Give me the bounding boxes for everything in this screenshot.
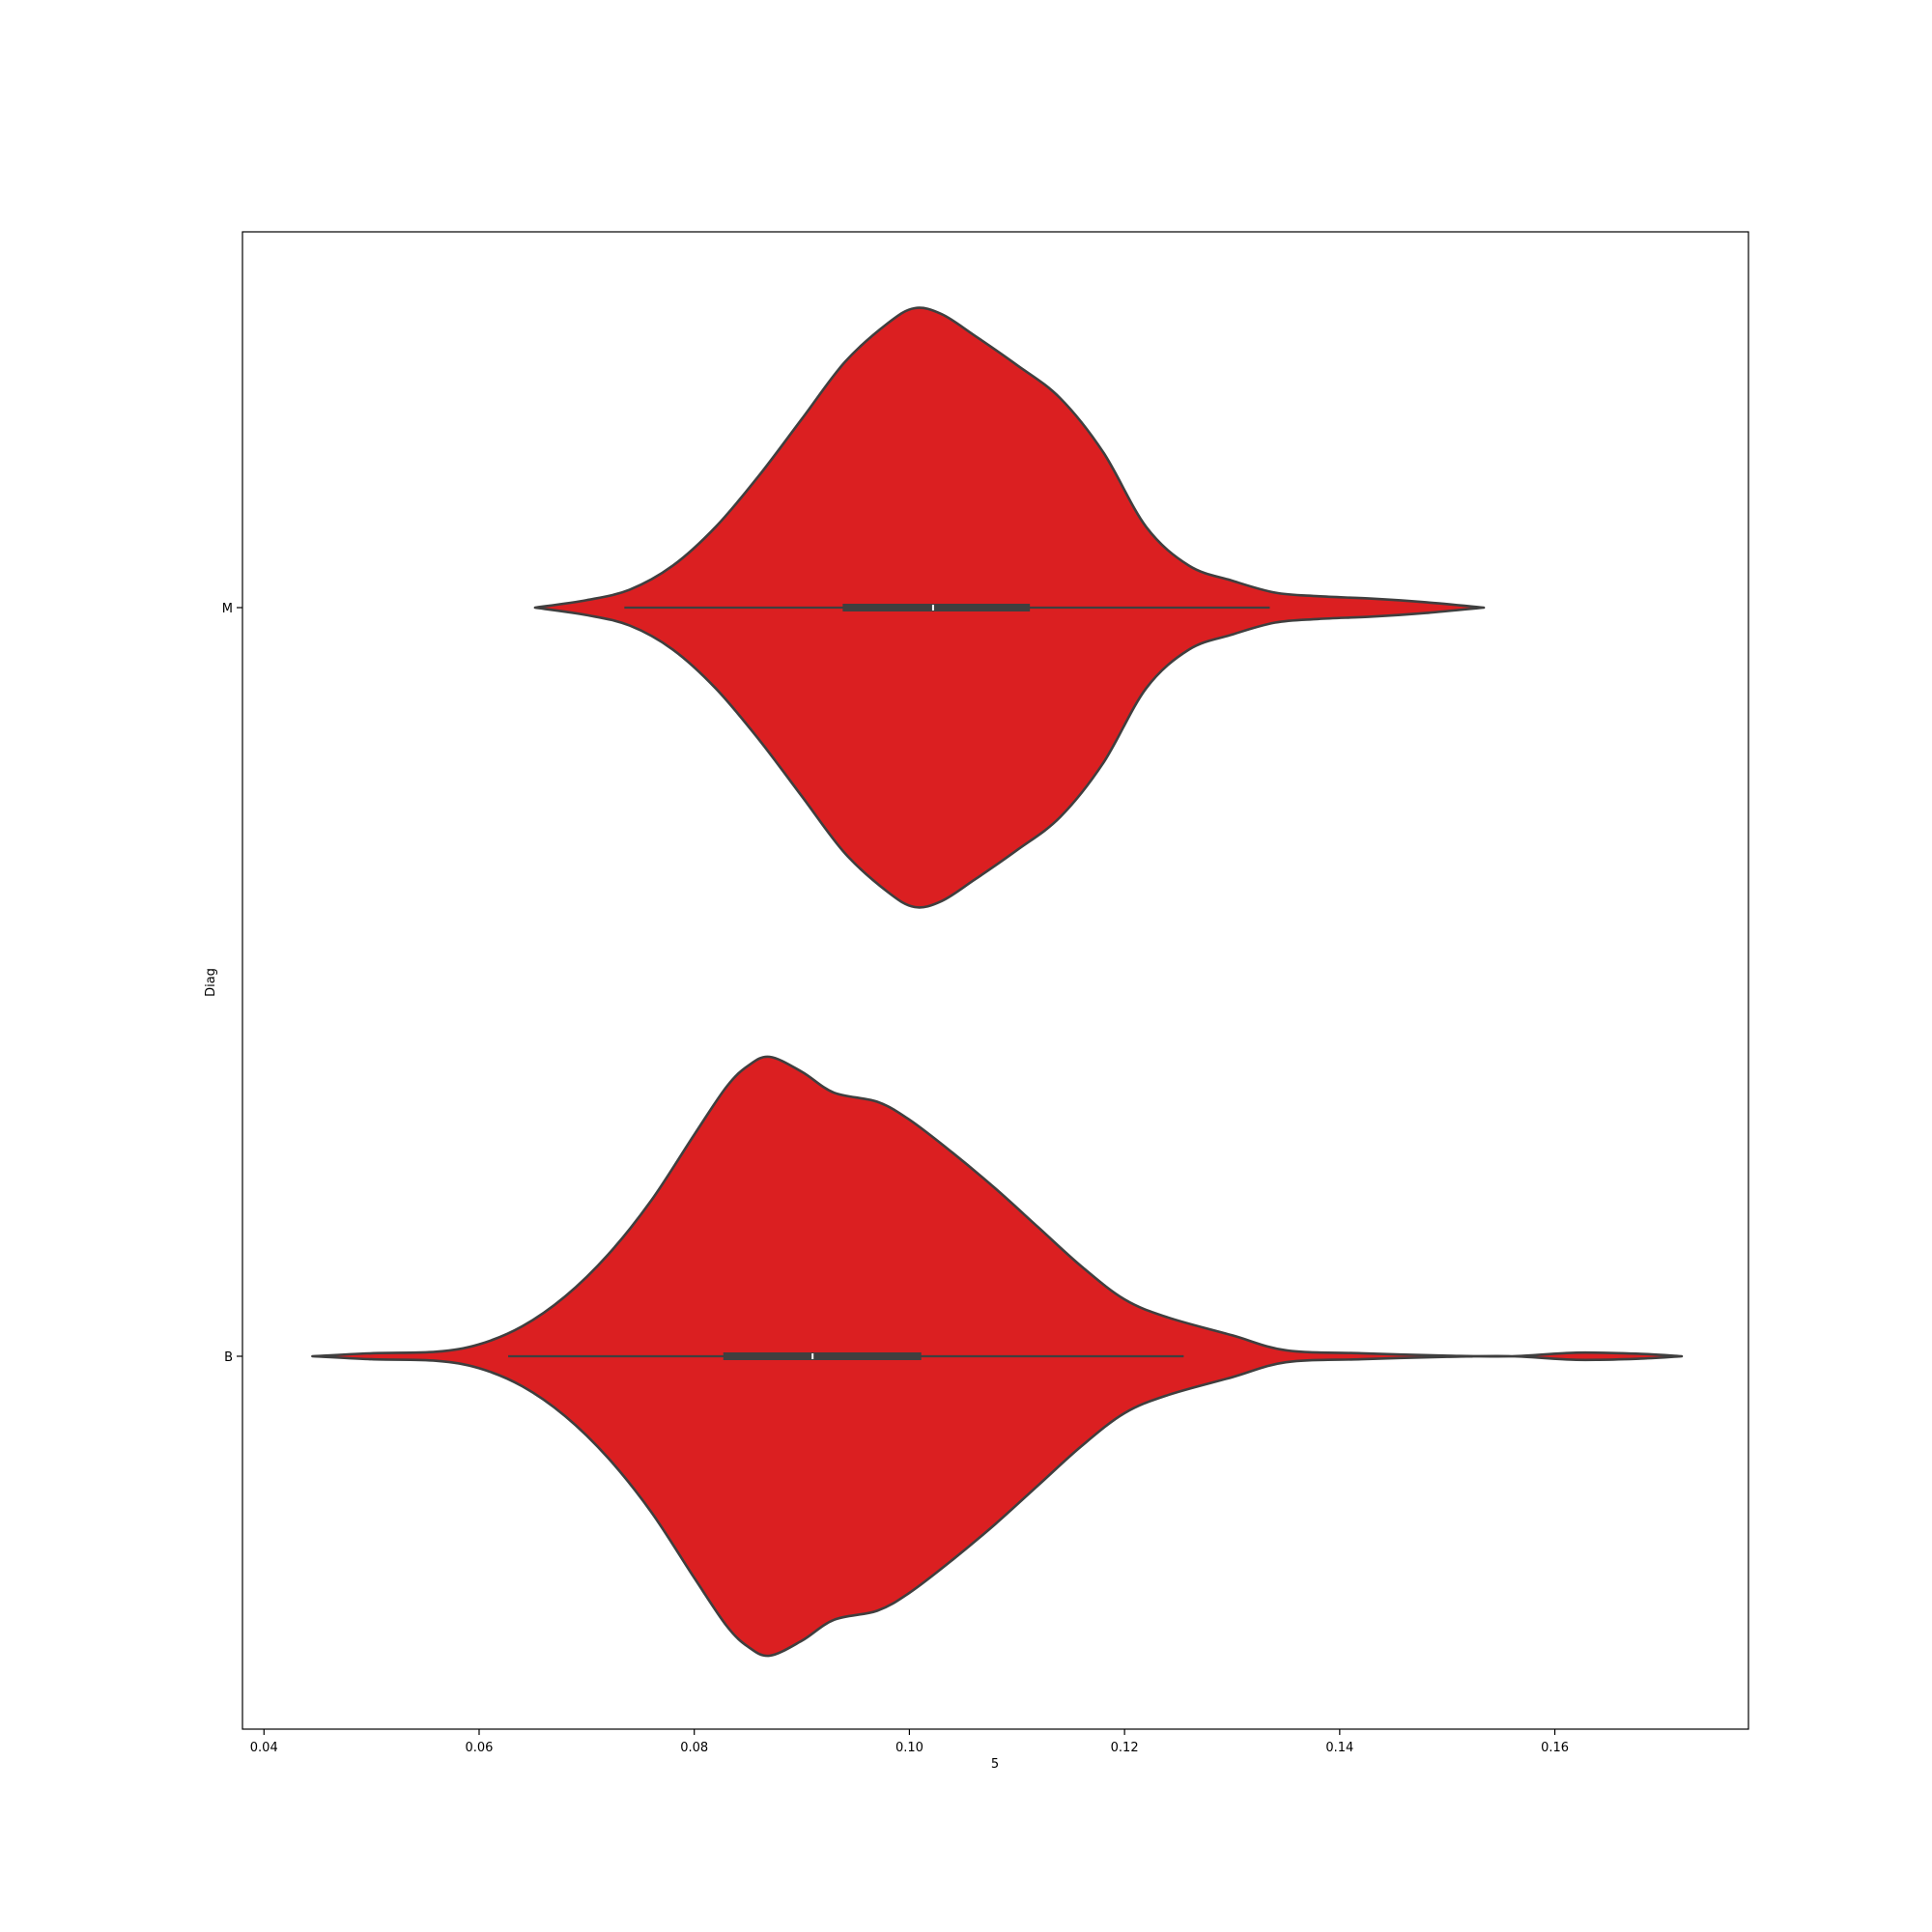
x-tick-label: 0.06 bbox=[466, 1741, 494, 1755]
y-axis-ticks: MB bbox=[222, 602, 242, 1365]
x-tick-label: 0.08 bbox=[680, 1741, 708, 1755]
plot-frame bbox=[242, 231, 1749, 1730]
violin-b bbox=[311, 1055, 1684, 1658]
x-tick-label: 0.04 bbox=[250, 1741, 278, 1755]
violin-m bbox=[533, 306, 1486, 909]
y-axis-label: Diag bbox=[204, 968, 218, 997]
x-tick-label: 0.12 bbox=[1111, 1741, 1139, 1755]
violins-layer bbox=[311, 306, 1684, 1658]
x-tick-label: 0.16 bbox=[1541, 1741, 1569, 1755]
x-axis-ticks: 0.04 0.06 0.08 0.10 0.12 0.14 0.16 bbox=[250, 1729, 1569, 1755]
x-axis-label: 5 bbox=[991, 1757, 999, 1772]
x-tick-label: 0.10 bbox=[895, 1741, 923, 1755]
y-tick-label-b: B bbox=[224, 1350, 233, 1365]
y-tick-label-m: M bbox=[222, 602, 233, 616]
x-tick-label: 0.14 bbox=[1325, 1741, 1353, 1755]
